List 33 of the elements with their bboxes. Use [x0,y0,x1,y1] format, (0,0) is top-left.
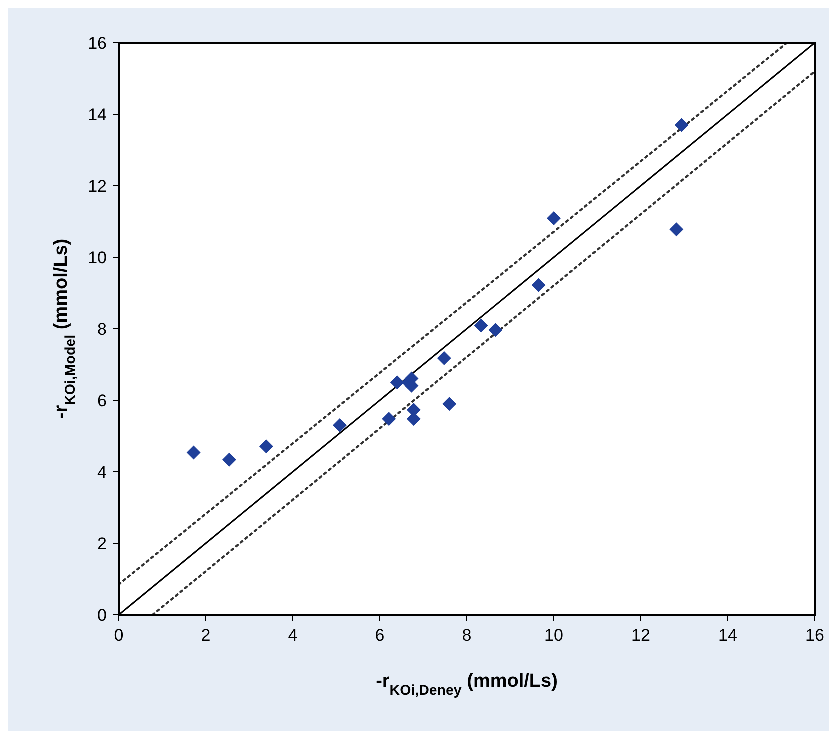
x-tick-label: 6 [375,626,385,645]
point [222,452,236,467]
y-tick-label: 16 [88,34,107,53]
x-tick-label: 2 [201,626,211,645]
point [259,440,274,454]
y-tick-label: 0 [98,606,107,625]
point [547,212,561,226]
point [474,318,488,333]
x-tick-label: 4 [288,626,298,645]
point [674,118,689,132]
point [442,397,457,412]
x-tick-label: 8 [462,626,472,645]
y-tick-label: 8 [98,320,107,339]
y-tick-label: 4 [98,463,107,482]
y-tick-label: 12 [88,177,107,196]
point [670,222,684,237]
x-tick-label: 10 [544,626,564,645]
point [390,376,404,390]
point [532,278,546,292]
point [437,351,452,366]
x-tick-label: 16 [806,626,824,645]
y-tick-label: 6 [98,392,107,410]
x-tick-label: 12 [632,626,650,645]
y-tick-label: 14 [88,106,107,124]
point [332,418,347,433]
y-tick-label: 10 [88,248,107,268]
y-tick-label: 2 [98,534,107,554]
point [382,412,396,426]
x-axis-title: -r$_{KOi,Deney}$ (mmol/Ls) [376,671,558,699]
x-tick-label: 0 [114,626,124,645]
point [488,323,503,338]
x-tick-label: 14 [718,626,738,645]
point [186,446,201,460]
